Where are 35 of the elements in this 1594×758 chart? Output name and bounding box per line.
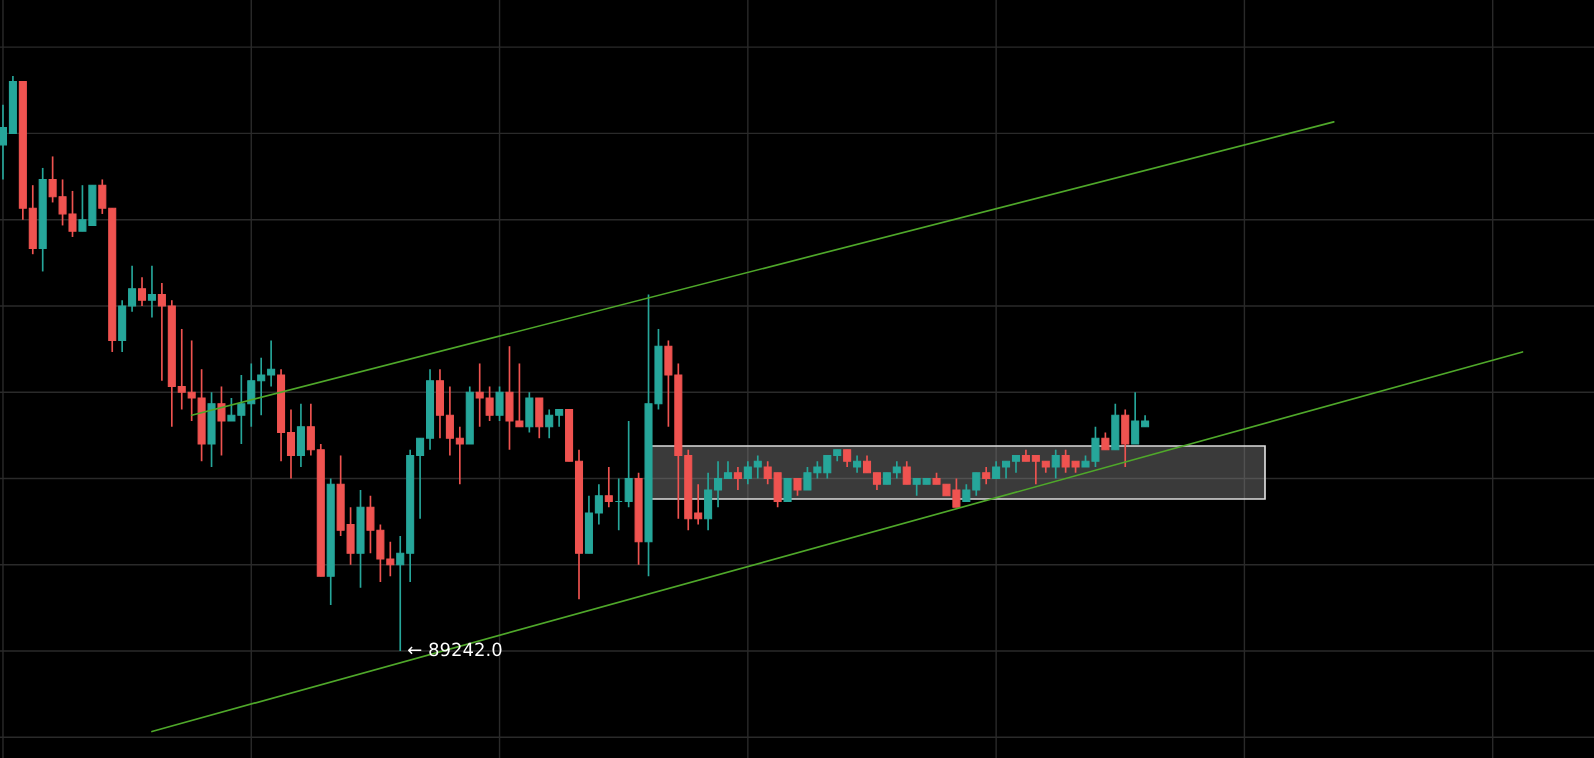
candlestick — [753, 454, 762, 480]
candlestick — [98, 178, 107, 215]
candlestick — [823, 454, 832, 480]
candlestick — [763, 460, 772, 486]
candlestick — [594, 483, 603, 526]
candlestick — [286, 408, 296, 480]
candlestick — [1031, 454, 1040, 486]
candlestick — [743, 460, 752, 486]
candlestick — [137, 276, 147, 307]
candlestick — [157, 282, 166, 382]
candlestick — [545, 408, 554, 440]
candlestick — [902, 460, 911, 486]
candlestick — [306, 402, 315, 457]
candlestick — [217, 385, 226, 457]
candlestick — [495, 385, 504, 422]
candlestick — [128, 264, 137, 313]
candlestick — [396, 535, 405, 652]
candlestick — [783, 477, 792, 503]
candlestick — [1051, 448, 1060, 480]
candlestick — [147, 264, 156, 319]
candlestick — [1131, 391, 1140, 445]
candlestick — [604, 466, 613, 509]
candlestick — [972, 471, 981, 497]
candlestick — [416, 437, 425, 520]
candlestick — [0, 103, 8, 181]
candlestick — [733, 466, 742, 491]
candlestick — [624, 420, 633, 509]
candlestick — [177, 328, 186, 411]
candlestick — [267, 339, 276, 388]
candlestick — [257, 356, 266, 417]
candlestick — [247, 362, 256, 428]
candlestick — [445, 385, 454, 457]
candlestick — [714, 460, 723, 509]
candlestick — [455, 425, 464, 486]
candlestick — [694, 483, 703, 526]
